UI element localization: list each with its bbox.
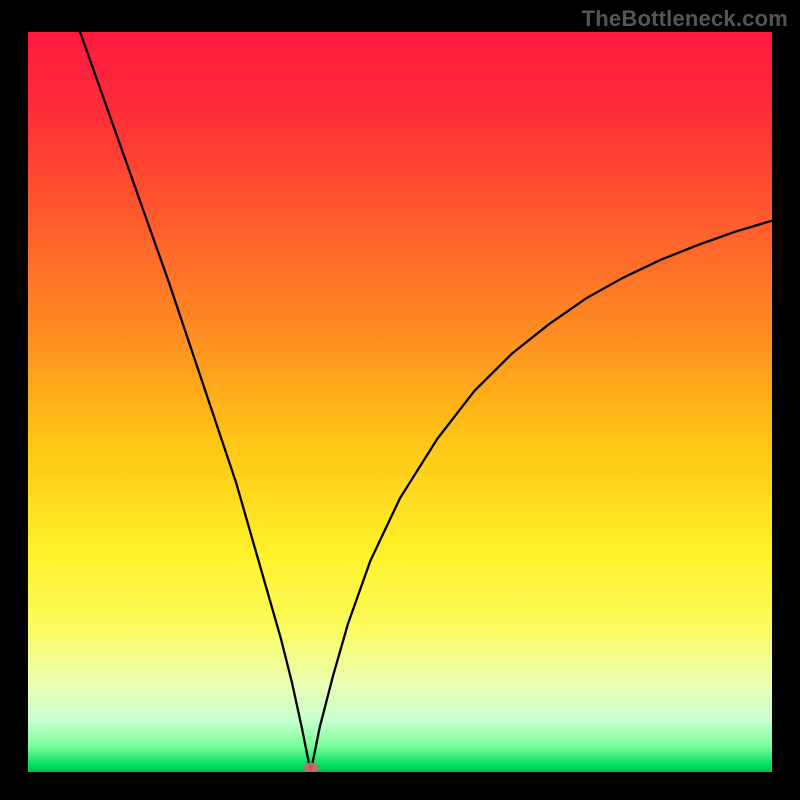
- chart-container: TheBottleneck.com: [0, 0, 800, 800]
- gradient-background: [28, 32, 772, 772]
- plot-area: [28, 32, 772, 772]
- watermark-text: TheBottleneck.com: [582, 6, 788, 32]
- bottleneck-curve-chart: [28, 32, 772, 772]
